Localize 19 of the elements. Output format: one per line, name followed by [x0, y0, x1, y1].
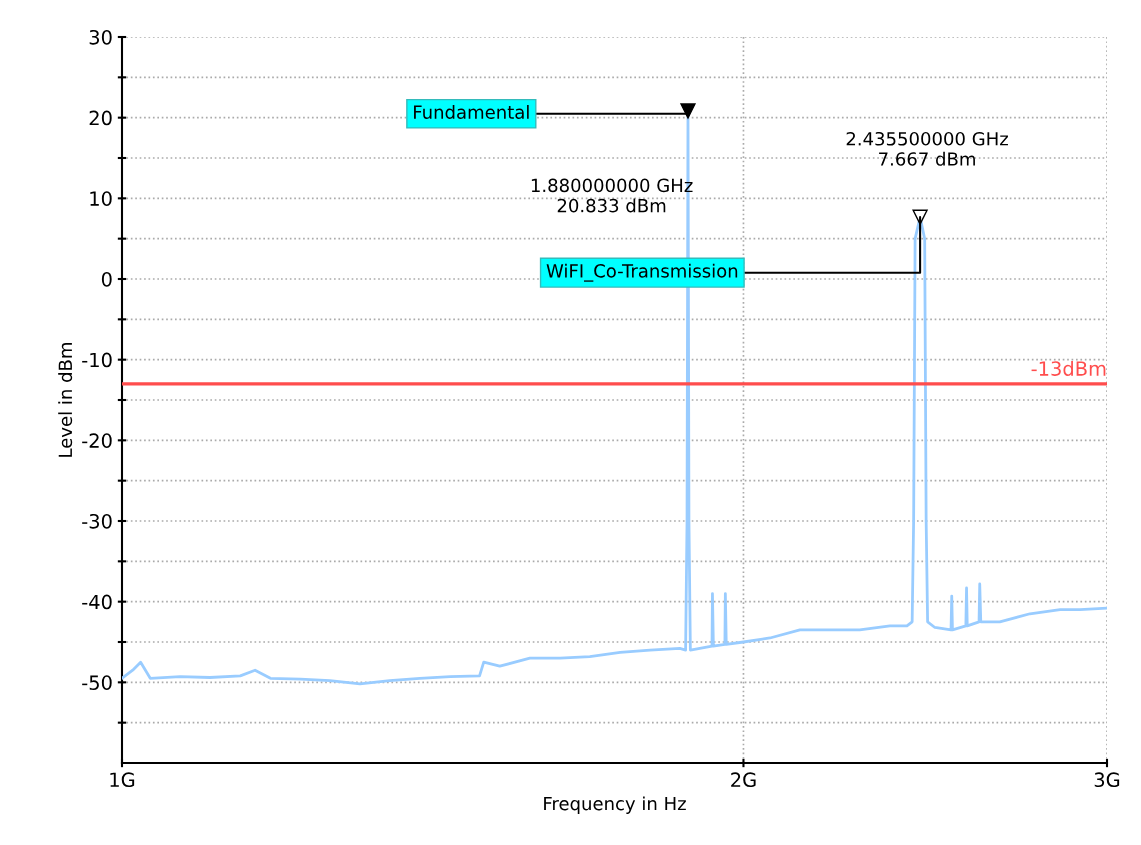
annotation: WiFI_Co-Transmission — [546, 263, 738, 282]
y-tick-label: -50 — [82, 675, 112, 690]
y-tick-label: 0 — [101, 271, 112, 287]
x-tick-label: 2G — [731, 772, 756, 788]
y-tick-label: 10 — [90, 191, 112, 206]
x-axis-title: Frequency in Hz — [544, 796, 686, 814]
y-tick-label: -40 — [82, 594, 112, 610]
y-tick-label: 20 — [89, 110, 112, 126]
annotation: Fundamental — [414, 104, 529, 119]
x-tick-label: 3G — [1094, 772, 1120, 788]
ref-line-label: -13dBm — [1031, 360, 1106, 376]
annotation: 2.435500000 GHz 7.667 dBm — [846, 131, 1008, 166]
annotation: 1.880000000 GHz 20.833 dBm — [531, 178, 693, 213]
y-axis-title: Level in dBm — [58, 343, 73, 457]
y-tick-label: -10 — [82, 352, 112, 368]
x-tick-label: 1G — [110, 772, 135, 788]
y-tick-label: 30 — [89, 29, 112, 45]
y-tick-label: -20 — [82, 433, 112, 448]
y-tick-label: -30 — [82, 513, 112, 529]
